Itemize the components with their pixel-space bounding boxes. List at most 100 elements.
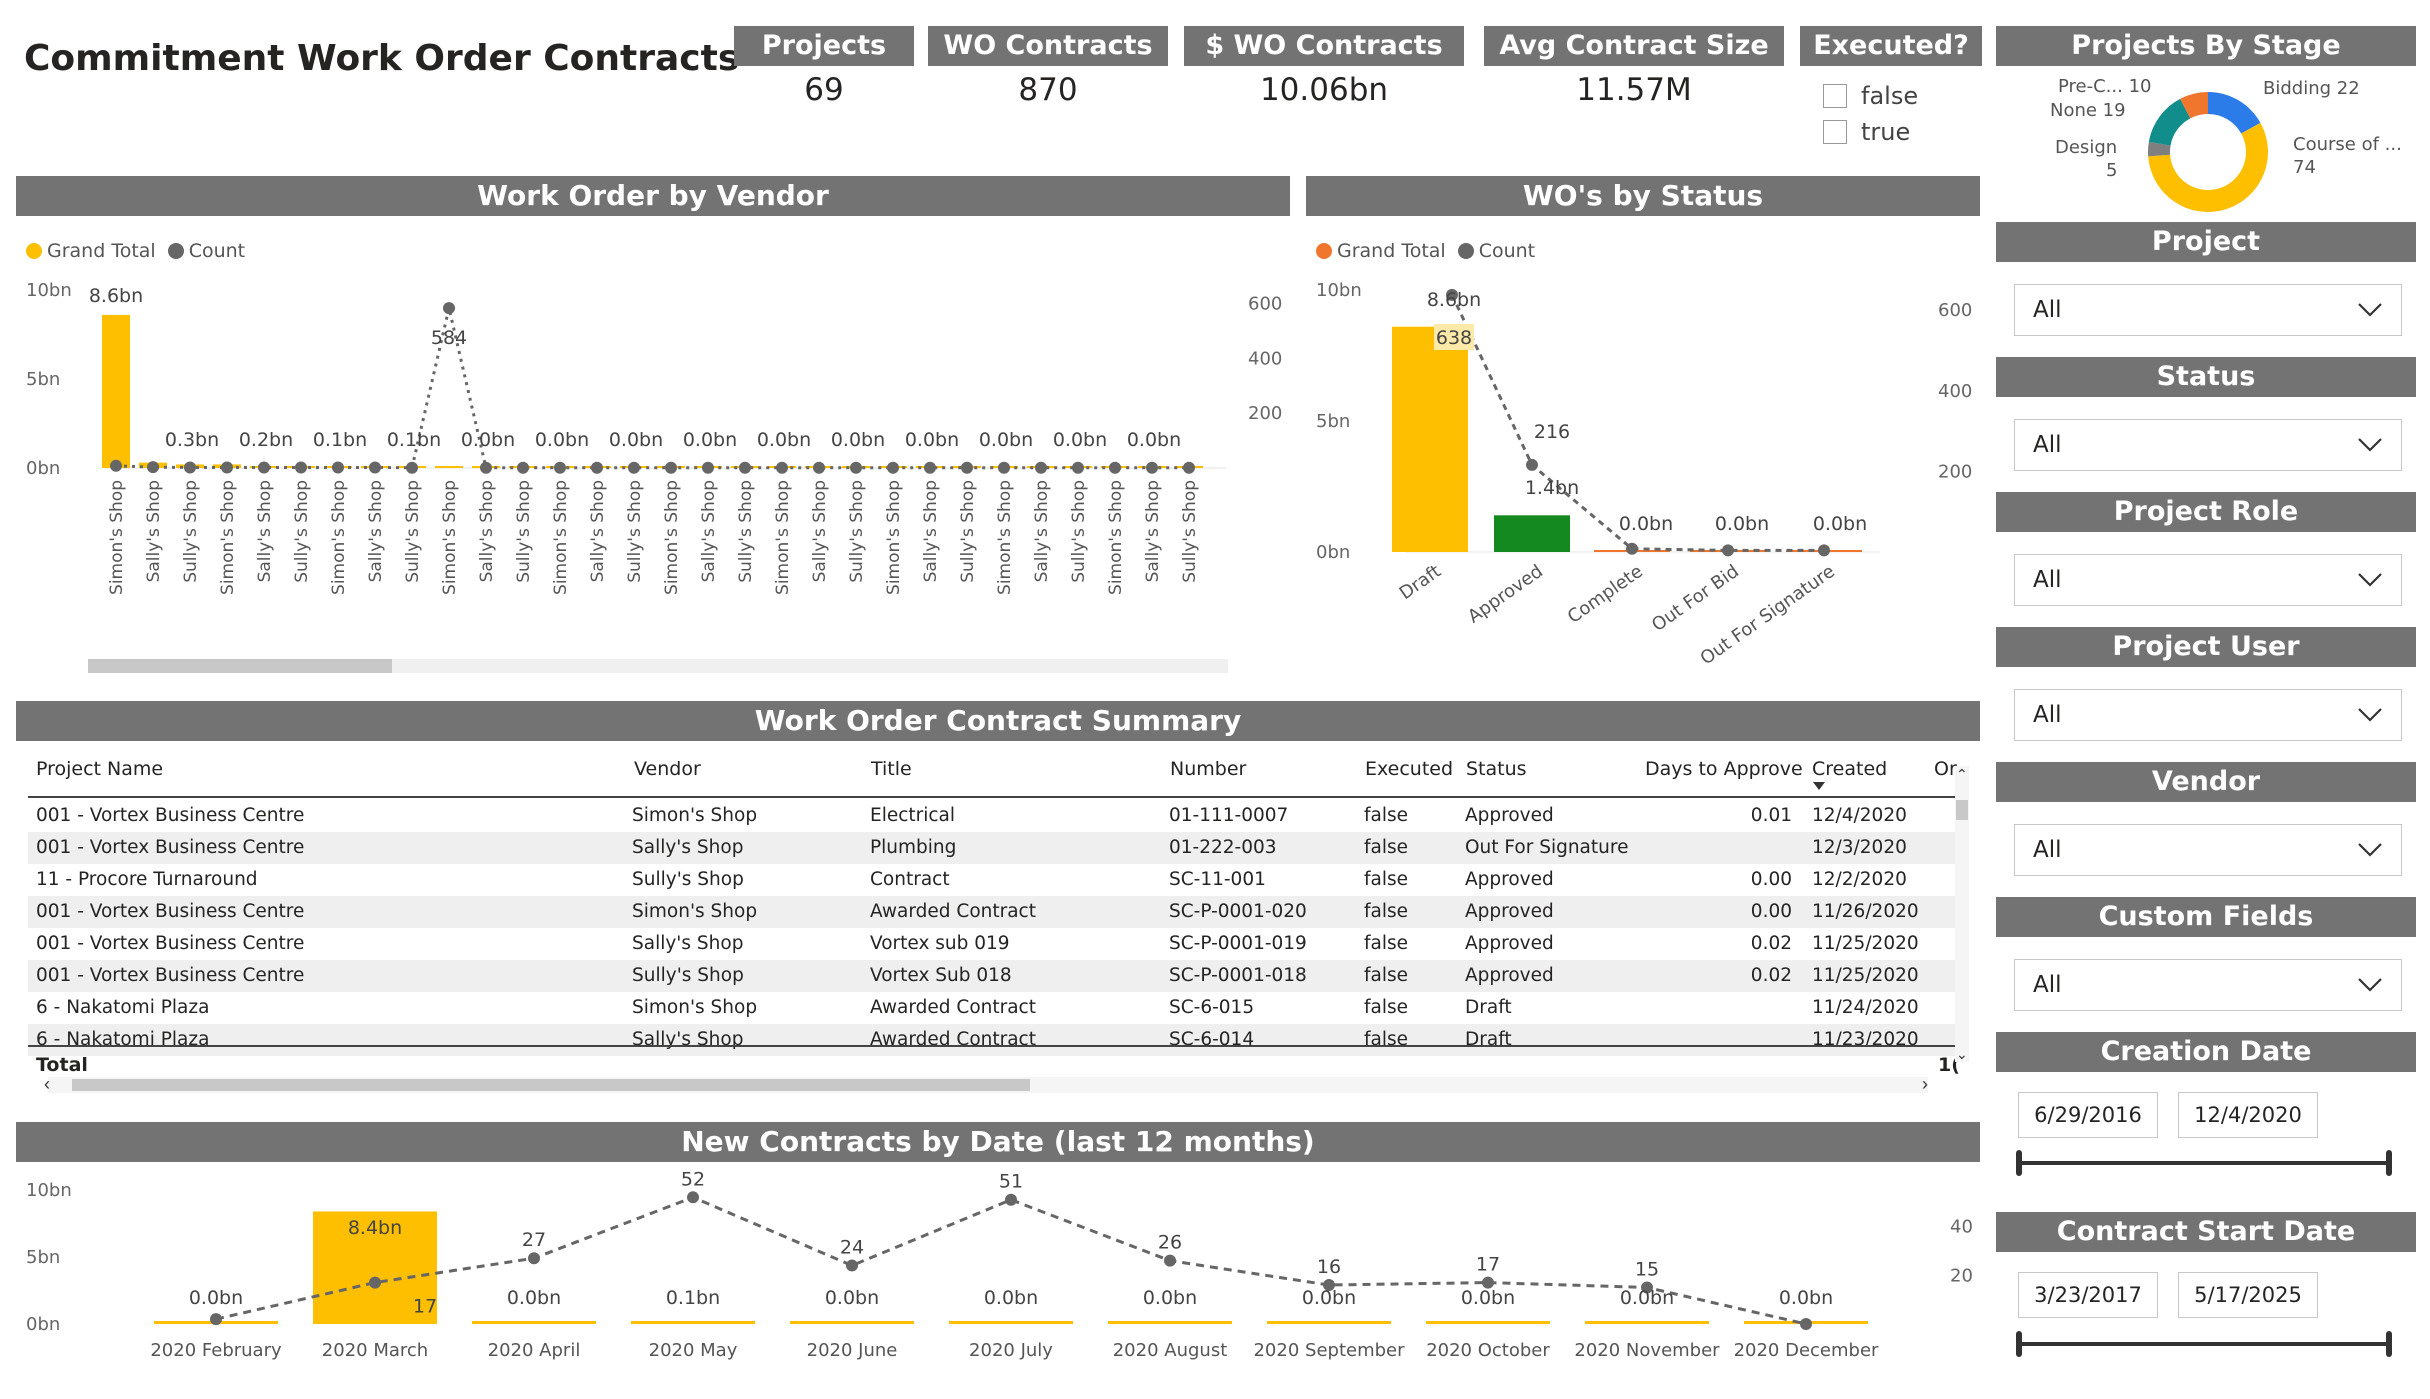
creation-date-slider[interactable]: [2018, 1161, 2390, 1165]
count-point[interactable]: [1164, 1254, 1176, 1267]
count-point[interactable]: [1183, 461, 1195, 474]
count-point[interactable]: [528, 1252, 540, 1265]
count-point[interactable]: [776, 461, 788, 474]
legend-item-grand-total[interactable]: Grand Total: [1316, 240, 1446, 262]
table-row[interactable]: 001 - Vortex Business Centre Sally's Shop…: [28, 832, 1958, 864]
count-point[interactable]: [184, 461, 196, 474]
count-point[interactable]: [517, 461, 529, 474]
project-user-dropdown[interactable]: All: [2014, 689, 2402, 741]
count-point[interactable]: [1818, 544, 1830, 557]
count-point[interactable]: [210, 1313, 222, 1326]
contract-start-date-slider-handle-start[interactable]: [2016, 1331, 2022, 1357]
count-point[interactable]: [702, 461, 714, 474]
date-bar[interactable]: [1267, 1321, 1391, 1324]
status-dropdown[interactable]: All: [2014, 419, 2402, 471]
count-point[interactable]: [554, 461, 566, 474]
checkbox-false[interactable]: [1823, 84, 1847, 108]
column-header-status[interactable]: Status: [1466, 758, 1527, 780]
date-bar[interactable]: [1426, 1321, 1550, 1324]
creation-date-end[interactable]: 12/4/2020: [2178, 1092, 2318, 1138]
donut-slice-bidding[interactable]: [2208, 92, 2261, 134]
creation-date-slider-handle-end[interactable]: [2386, 1150, 2392, 1176]
count-point[interactable]: [1626, 542, 1638, 555]
date-bar[interactable]: [790, 1321, 914, 1324]
projects-by-stage-donut[interactable]: [2138, 82, 2278, 222]
table-row[interactable]: 6 - Nakatomi Plaza Simon's Shop Awarded Co…: [28, 992, 1958, 1024]
count-point[interactable]: [332, 461, 344, 474]
count-point[interactable]: [110, 459, 122, 472]
count-point[interactable]: [887, 461, 899, 474]
count-point[interactable]: [1035, 461, 1047, 474]
vendor-bar[interactable]: [434, 466, 464, 468]
count-point[interactable]: [1005, 1193, 1017, 1206]
status-bar[interactable]: [1494, 515, 1570, 552]
count-point[interactable]: [998, 461, 1010, 474]
scroll-up-icon[interactable]: ⌃: [1956, 766, 1968, 782]
count-point[interactable]: [1446, 288, 1458, 301]
count-point[interactable]: [628, 461, 640, 474]
count-point[interactable]: [924, 461, 936, 474]
contract-start-date-end[interactable]: 5/17/2025: [2178, 1272, 2318, 1318]
vendor-chart[interactable]: 0bn 5bn 10bn 200 400 600 8.6bn 0.3bn 0.2bn 0.1bn 0…: [16, 268, 1290, 688]
donut-slice-course-of-construction[interactable]: [2148, 122, 2268, 212]
count-point[interactable]: [406, 461, 418, 474]
count-point[interactable]: [480, 461, 492, 474]
executed-option-true[interactable]: true: [1823, 118, 1910, 146]
scroll-right-icon[interactable]: ›: [1922, 1074, 1928, 1094]
count-point[interactable]: [850, 461, 862, 474]
table-vertical-scroll-thumb[interactable]: [1956, 800, 1968, 820]
date-bar[interactable]: [631, 1321, 755, 1324]
count-point[interactable]: [369, 1276, 381, 1289]
date-bar[interactable]: [1108, 1321, 1232, 1324]
table-vertical-scrollbar[interactable]: [1955, 766, 1969, 1062]
checkbox-true[interactable]: [1823, 120, 1847, 144]
table-horizontal-scroll-thumb[interactable]: [72, 1079, 1030, 1091]
column-header-created[interactable]: Created: [1812, 758, 1888, 780]
contract-start-date-slider-handle-end[interactable]: [2386, 1331, 2392, 1357]
count-point[interactable]: [1146, 461, 1158, 474]
date-bar[interactable]: [313, 1211, 437, 1324]
status-chart[interactable]: 0bn 5bn 10bn 200 400 600 8.6bn 1.4bn 0.0bn 0.0bn 0…: [1306, 268, 1980, 668]
date-bar[interactable]: [1585, 1321, 1709, 1324]
count-point[interactable]: [1072, 461, 1084, 474]
column-header-executed[interactable]: Executed: [1365, 758, 1454, 780]
column-header-vendor[interactable]: Vendor: [634, 758, 701, 780]
column-header-or[interactable]: Or: [1934, 758, 1957, 780]
legend-item-grand-total[interactable]: Grand Total: [26, 240, 156, 262]
count-point[interactable]: [443, 302, 455, 315]
table-row[interactable]: 001 - Vortex Business Centre Sally's Shop…: [28, 928, 1958, 960]
legend-item-count[interactable]: Count: [1457, 240, 1535, 262]
contract-start-date-start[interactable]: 3/23/2017: [2018, 1272, 2158, 1318]
count-point[interactable]: [1323, 1279, 1335, 1292]
table-row[interactable]: 001 - Vortex Business Centre Simon's Shop…: [28, 896, 1958, 928]
count-point[interactable]: [1641, 1281, 1653, 1294]
status-bar[interactable]: [1392, 326, 1468, 552]
creation-date-slider-handle-start[interactable]: [2016, 1150, 2022, 1176]
count-point[interactable]: [739, 461, 751, 474]
count-point[interactable]: [258, 461, 270, 474]
column-header-title[interactable]: Title: [871, 758, 912, 780]
date-chart[interactable]: 0bn 5bn 10bn 20 40 0.0bn 8.4bn 0.0bn 0.1bn 0.0bn 0…: [16, 1168, 1980, 1368]
project-dropdown[interactable]: All: [2014, 284, 2402, 336]
count-point[interactable]: [591, 461, 603, 474]
legend-item-count[interactable]: Count: [167, 240, 245, 262]
sort-indicator[interactable]: [1813, 782, 1825, 790]
count-point[interactable]: [1722, 544, 1734, 557]
scroll-down-icon[interactable]: ⌄: [1956, 1046, 1968, 1062]
count-point[interactable]: [295, 461, 307, 474]
count-point[interactable]: [846, 1259, 858, 1272]
vendor-bar[interactable]: [101, 314, 131, 468]
table-row[interactable]: 001 - Vortex Business Centre Simon's Shop…: [28, 800, 1958, 832]
count-point[interactable]: [1482, 1276, 1494, 1289]
count-point[interactable]: [1109, 461, 1121, 474]
column-header-project-name[interactable]: Project Name: [36, 758, 164, 780]
donut-slice-none[interactable]: [2148, 98, 2191, 146]
column-header-number[interactable]: Number: [1170, 758, 1247, 780]
count-point[interactable]: [665, 461, 677, 474]
table-row[interactable]: 6 - Nakatomi Plaza Sally's Shop Awarded Co…: [28, 1024, 1958, 1056]
donut-slice-design[interactable]: [2148, 141, 2171, 157]
count-point[interactable]: [687, 1191, 699, 1204]
count-point[interactable]: [961, 461, 973, 474]
scroll-left-icon[interactable]: ‹: [44, 1074, 50, 1094]
table-row[interactable]: 001 - Vortex Business Centre Sully's Shop…: [28, 960, 1958, 992]
